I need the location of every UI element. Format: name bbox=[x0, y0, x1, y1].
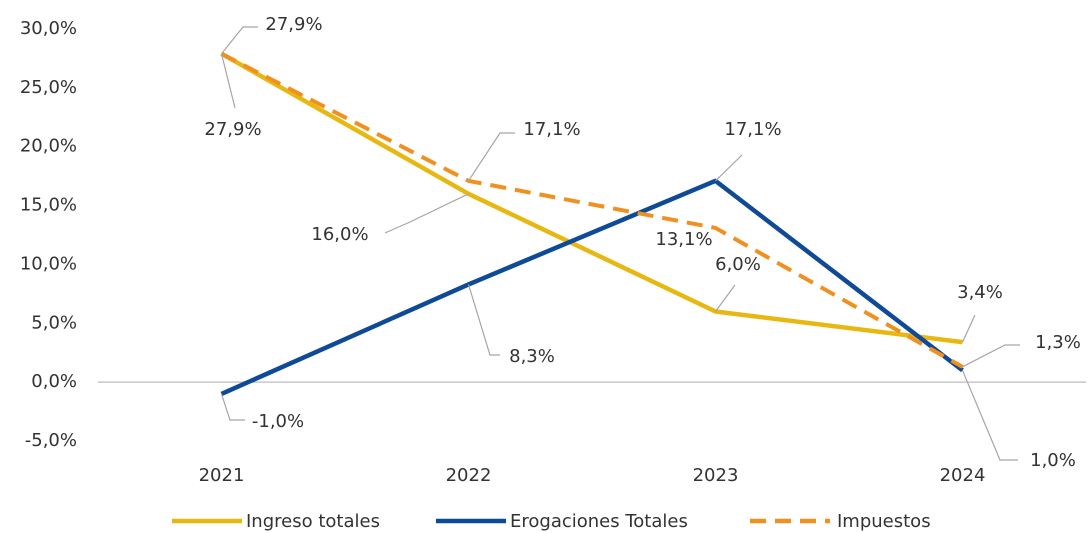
x-tick-label: 2022 bbox=[446, 465, 492, 486]
x-tick-label: 2023 bbox=[693, 465, 739, 486]
series-line bbox=[220, 178, 964, 396]
leader-line bbox=[220, 393, 245, 421]
y-tick-label: 10,0% bbox=[20, 253, 77, 274]
series-line bbox=[220, 51, 964, 369]
y-tick-label: 0,0% bbox=[31, 371, 77, 392]
series-line bbox=[220, 51, 963, 345]
value-label: 1,0% bbox=[1030, 450, 1076, 471]
leader-line bbox=[221, 26, 258, 55]
value-label: 16,0% bbox=[311, 224, 368, 245]
value-label: 1,3% bbox=[1035, 332, 1081, 353]
value-label: 8,3% bbox=[509, 346, 555, 367]
value-label: -1,0% bbox=[252, 411, 304, 432]
leader-line bbox=[220, 53, 236, 109]
legend-label: Impuestos bbox=[837, 511, 931, 532]
x-tick-label: 2021 bbox=[199, 465, 245, 486]
legend-label: Ingreso totales bbox=[246, 511, 380, 532]
y-tick-label: 15,0% bbox=[20, 195, 77, 216]
value-label: 17,1% bbox=[523, 119, 580, 140]
leader-line bbox=[961, 370, 1018, 461]
leader-line bbox=[715, 154, 743, 182]
leader-line bbox=[961, 314, 976, 343]
value-label: 6,0% bbox=[715, 254, 761, 275]
y-tick-label: 25,0% bbox=[20, 77, 77, 98]
value-label: 17,1% bbox=[724, 119, 781, 140]
leader-line bbox=[962, 344, 1020, 368]
y-tick-label: -5,0% bbox=[25, 430, 77, 451]
leader-line bbox=[467, 132, 515, 182]
value-label: 13,1% bbox=[655, 229, 712, 250]
leader-line bbox=[715, 284, 736, 312]
value-label: 3,4% bbox=[957, 282, 1003, 303]
leader-line bbox=[384, 193, 469, 234]
y-tick-label: 5,0% bbox=[31, 312, 77, 333]
y-tick-label: 30,0% bbox=[20, 18, 77, 39]
y-tick-label: 20,0% bbox=[20, 136, 77, 157]
leader-line bbox=[467, 284, 500, 356]
value-label: 27,9% bbox=[204, 119, 261, 140]
value-label: 27,9% bbox=[265, 14, 322, 35]
legend-label: Erogaciones Totales bbox=[510, 511, 688, 532]
x-tick-label: 2024 bbox=[940, 465, 986, 486]
